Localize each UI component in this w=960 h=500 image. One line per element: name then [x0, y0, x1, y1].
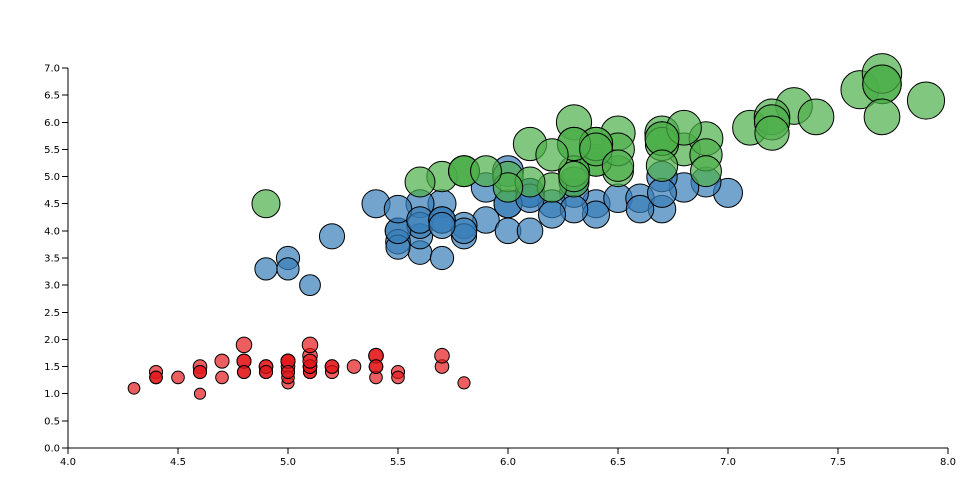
x-tick-label: 7.0	[720, 457, 736, 468]
x-axis: 4.0 4.5 5.0 5.5 6.0 6.5 7.0 7.5 8.0	[60, 447, 956, 468]
y-tick-label: 5.0	[44, 172, 60, 183]
x-tick-label: 6.5	[610, 457, 626, 468]
data-point	[601, 149, 635, 182]
x-tick-label: 8.0	[940, 457, 956, 468]
data-point	[276, 257, 300, 281]
data-point	[301, 336, 319, 354]
data-point	[647, 177, 677, 208]
data-point	[797, 98, 835, 136]
data-point	[302, 353, 318, 369]
x-tick-label: 4.5	[170, 457, 186, 468]
data-point	[434, 347, 450, 364]
data-point	[535, 138, 569, 172]
data-point	[127, 381, 141, 395]
data-point	[404, 166, 436, 198]
data-point	[391, 370, 405, 385]
data-point	[280, 364, 296, 380]
data-point	[254, 257, 278, 281]
data-point	[470, 155, 502, 188]
data-point	[645, 149, 679, 182]
data-point	[318, 223, 346, 250]
data-point	[537, 200, 567, 229]
y-tick-label: 3.0	[44, 281, 60, 292]
x-tick-label: 7.5	[830, 457, 846, 468]
x-tick-label: 5.5	[390, 457, 406, 468]
data-point	[346, 359, 362, 374]
data-point	[171, 370, 185, 385]
x-tick-label: 4.0	[60, 457, 76, 468]
y-tick-label: 0.0	[44, 444, 60, 455]
data-point	[214, 353, 230, 369]
data-point	[192, 364, 208, 380]
data-point	[251, 189, 281, 219]
data-point	[236, 364, 252, 380]
y-tick-label: 5.5	[44, 145, 60, 156]
data-point	[754, 115, 790, 151]
y-tick-label: 6.5	[44, 91, 60, 102]
data-point	[258, 364, 274, 380]
data-point	[299, 274, 321, 297]
x-tick-label: 6.0	[500, 457, 516, 468]
y-tick-label: 0.5	[44, 416, 60, 427]
data-point	[215, 370, 229, 385]
y-axis: 0.0 0.5 1.0 1.5 2.0 2.5 3.0 3.5 4.0 4.5 5.0 5.5 6.0 6…	[44, 64, 69, 455]
y-tick-label: 4.5	[44, 199, 60, 210]
y-tick-label: 4.0	[44, 226, 60, 237]
y-tick-label: 1.0	[44, 389, 60, 400]
data-points	[127, 53, 946, 400]
data-point	[235, 336, 253, 354]
data-point	[428, 211, 456, 239]
y-tick-label: 2.0	[44, 335, 60, 346]
data-point	[457, 376, 471, 390]
data-point	[625, 194, 655, 224]
data-point	[429, 245, 455, 271]
data-point	[368, 359, 384, 374]
data-point	[558, 160, 590, 193]
data-point	[324, 359, 340, 374]
y-tick-label: 2.5	[44, 308, 60, 319]
y-tick-label: 3.5	[44, 254, 60, 265]
x-tick-label: 5.0	[280, 457, 296, 468]
data-point	[149, 370, 163, 385]
y-tick-label: 6.0	[44, 118, 60, 129]
data-point	[906, 81, 946, 120]
data-point	[516, 217, 544, 245]
data-point	[193, 387, 207, 400]
data-point	[862, 64, 902, 105]
data-point	[492, 172, 524, 203]
y-tick-label: 1.5	[44, 362, 60, 373]
y-tick-label: 7.0	[44, 64, 60, 75]
data-point	[863, 98, 901, 136]
data-point	[690, 155, 722, 188]
